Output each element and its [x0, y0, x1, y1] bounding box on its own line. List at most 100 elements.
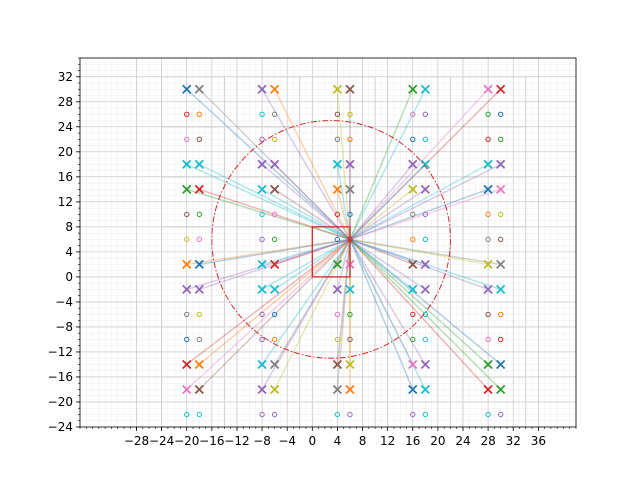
x-marker-stroke: [269, 184, 280, 194]
circle-marker: [184, 136, 190, 143]
x-tick-label: 36: [531, 434, 546, 448]
x-marker-stroke: [483, 259, 493, 270]
circle-marker: [196, 336, 202, 343]
circle-marker: [259, 311, 265, 318]
circle-marker: [497, 111, 504, 117]
circle-marker: [410, 211, 416, 218]
x-tick-label: −16: [199, 434, 224, 448]
axes-frame: [79, 57, 577, 428]
circle-marker: [485, 336, 491, 343]
circle-marker: [410, 136, 416, 143]
spoke-line: [261, 238, 351, 291]
circle-marker: [271, 236, 278, 243]
y-tick-label: 12: [58, 195, 73, 209]
spoke-line: [349, 188, 501, 241]
x-tick-label: 0: [308, 434, 316, 448]
x-tick-label: 20: [430, 434, 445, 448]
x-marker-stroke: [496, 159, 506, 169]
circle-marker: [334, 336, 341, 343]
x-marker-stroke: [257, 384, 267, 395]
x-marker-stroke: [483, 359, 493, 370]
circle-marker: [422, 211, 429, 218]
y-tick-label: 28: [58, 95, 73, 109]
y-tick-label: 4: [65, 245, 73, 259]
x-marker-stroke: [345, 184, 355, 194]
spoke-line: [186, 238, 351, 390]
spoke-line: [349, 188, 414, 240]
circle-marker: [196, 211, 202, 218]
spoke-line: [186, 88, 351, 240]
spoke-line: [349, 238, 426, 290]
x-marker-stroke: [483, 284, 493, 295]
block-grid: [161, 76, 527, 428]
x-marker-stroke: [269, 259, 280, 270]
x-marker: [496, 284, 506, 295]
circle-marker: [347, 111, 353, 117]
x-marker: [496, 259, 506, 270]
spoke-line: [199, 238, 351, 266]
circle-marker: [334, 136, 341, 143]
circle-marker: [271, 411, 278, 418]
x-marker: [194, 284, 204, 295]
circle-marker: [410, 111, 416, 117]
x-marker: [332, 384, 343, 395]
spoke-line: [349, 238, 414, 290]
y-tick-label: 8: [65, 220, 73, 234]
x-marker: [345, 184, 355, 194]
circle-marker: [184, 336, 190, 343]
x-marker: [332, 359, 343, 370]
x-marker-stroke: [408, 259, 418, 270]
y-tick-label: −16: [48, 370, 73, 384]
circle-marker: [347, 411, 353, 418]
spoke-line: [349, 238, 426, 266]
spoke-line: [198, 238, 351, 365]
y-tick-label: 24: [58, 120, 73, 134]
x-marker-stroke: [332, 84, 343, 94]
y-tick-label: −4: [55, 295, 73, 309]
circle-marker: [485, 211, 491, 218]
x-tick-label: 24: [455, 434, 470, 448]
circle-marker: [347, 311, 353, 318]
spoke-line: [199, 188, 351, 241]
circle-marker: [485, 136, 491, 143]
x-marker: [408, 384, 418, 395]
x-axis: −28 −24 −20 −16 −12 −8 −4 0 4 8 12 16 20 24 28 32 36: [79, 427, 577, 448]
x-marker-stroke: [332, 184, 343, 194]
circle-marker: [184, 311, 190, 318]
x-marker-stroke: [420, 359, 430, 370]
spoke-line: [349, 238, 489, 291]
x-marker: [257, 359, 267, 370]
x-marker-stroke: [332, 359, 343, 370]
x-marker: [483, 184, 493, 194]
spoke-line: [349, 163, 489, 240]
overlay-shapes: [211, 120, 451, 359]
x-marker: [483, 259, 493, 270]
y-axis: −24 −20 −16 −12 −8 −4 0 4 8 12 16 20 24 28 32: [48, 57, 80, 434]
x-marker: [257, 84, 267, 94]
x-tick-label: −24: [149, 434, 174, 448]
x-tick-label: −12: [224, 434, 249, 448]
spoke-line: [349, 188, 489, 241]
circle-marker: [497, 236, 504, 243]
circle-marker: [334, 211, 341, 218]
circle-marker: [184, 411, 190, 418]
x-marker: [257, 284, 267, 295]
circle-marker: [410, 311, 416, 318]
x-marker-stroke: [345, 284, 355, 295]
x-marker: [345, 84, 355, 94]
y-tick-label: −12: [48, 345, 73, 359]
circle-marker: [271, 136, 278, 143]
circle-marker: [259, 411, 265, 418]
x-marker-stroke: [496, 384, 506, 395]
circle-marker: [196, 411, 202, 418]
spoke-line: [349, 163, 414, 240]
x-marker-stroke: [345, 159, 355, 169]
circle-marker: [196, 236, 202, 243]
x-marker-stroke: [496, 184, 506, 194]
x-marker: [420, 284, 430, 295]
x-tick-label: −8: [253, 434, 271, 448]
circle-marker: [422, 336, 429, 343]
x-marker-stroke: [257, 184, 267, 194]
circle-marker: [422, 111, 429, 117]
x-marker: [269, 159, 280, 169]
